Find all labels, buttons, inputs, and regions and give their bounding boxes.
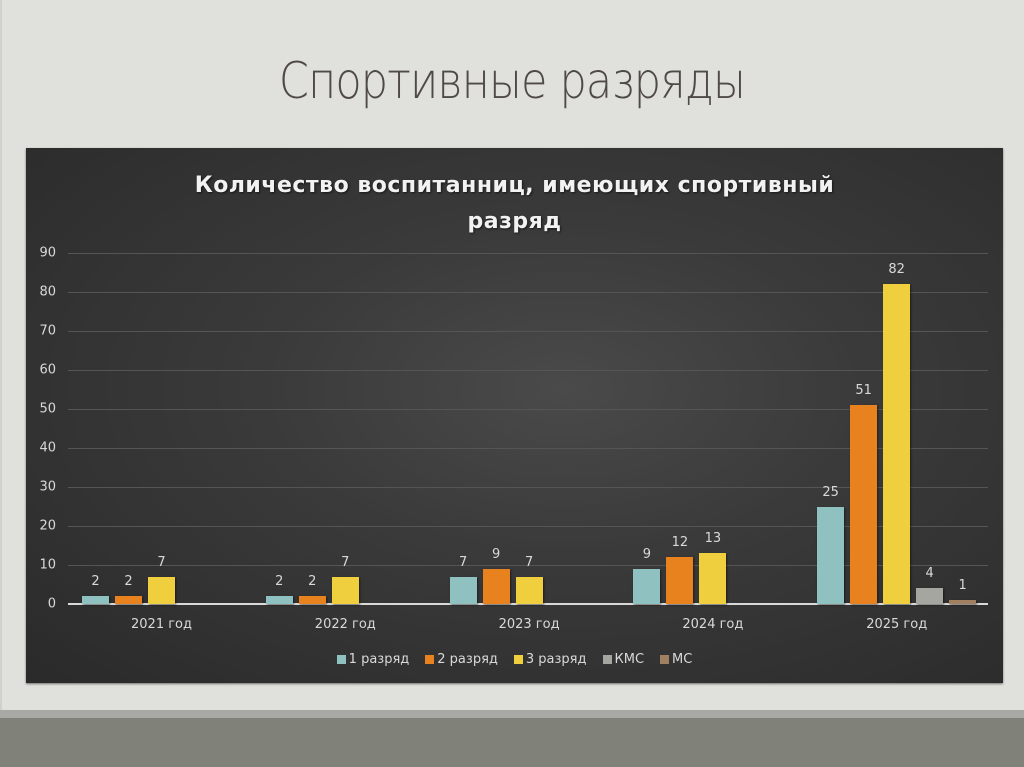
bar-2-разряд-2022-год [298,596,326,604]
legend-swatch-icon [336,655,346,664]
legend-label: 3 разряд [525,652,587,667]
y-axis-tick-label: 50 [39,401,56,417]
y-axis-tick-label: 10 [39,557,56,573]
data-label: 13 [704,531,722,547]
data-label: 2 [308,574,317,590]
legend-swatch-icon [660,655,670,664]
x-axis-category-label: 2022 год [314,617,376,632]
data-label: 2 [124,574,133,590]
y-axis-tick-label: 30 [39,479,56,495]
data-label: 51 [855,383,872,399]
gridline [68,370,988,371]
gridline [68,292,988,293]
bar-2-разряд-2025-год [850,405,878,604]
gridline [68,409,988,410]
bar-1-разряд-2022-год [265,596,293,604]
legend-label: КМС [614,652,645,667]
data-label: 7 [458,554,468,570]
data-label: 7 [524,554,534,570]
bar-chart: Количество воспитанниц, имеющих спортивн… [26,148,1003,683]
bar-3-разряд-2024-год [699,553,727,604]
data-label: 9 [491,546,501,562]
data-label: 4 [925,566,934,582]
gridline [68,448,988,449]
slide-edge [0,0,2,710]
data-label: 2 [91,574,100,590]
data-label: 7 [157,554,166,570]
footer-stripe [0,710,1024,718]
data-label: 82 [888,262,905,278]
x-axis-line [68,603,988,605]
y-axis-tick-label: 20 [39,518,56,534]
chart-title: Количество воспитанниц, имеющих спортивн… [26,168,1003,240]
y-axis-tick-label: 70 [39,323,56,339]
bar-1-разряд-2021-год [82,596,109,604]
data-label: 25 [822,484,839,500]
chart-legend: 1 разряд 2 разряд 3 разряд КМС МС [26,652,1003,667]
bar-МС-2025-год [949,600,977,604]
x-axis-category-label: 2023 год [498,617,560,632]
bar-3-разряд-2023-год [515,576,543,604]
gridline [68,565,988,566]
bar-1-разряд-2023-год [449,576,477,604]
bar-2-разряд-2021-год [115,596,142,604]
legend-item: 3 разряд [513,652,587,667]
data-label: 1 [958,578,967,594]
gridline [68,487,988,488]
bar-2-разряд-2023-год [482,568,510,604]
legend-item: 2 разряд [425,652,498,667]
data-label: 9 [642,546,652,562]
y-axis-tick-label: 40 [39,440,56,456]
chart-title-line-1: Количество воспитанниц, имеющих спортивн… [194,173,835,198]
footer-band [0,718,1024,767]
bar-3-разряд-2022-год [331,576,359,604]
bar-1-разряд-2025-год [817,506,845,604]
data-label: 12 [671,535,689,551]
legend-item: КМС [602,652,645,667]
x-axis-category-label: 2025 год [866,617,928,632]
y-axis-tick-label: 80 [39,284,56,300]
bar-1-разряд-2024-год [633,568,661,604]
bar-3-разряд-2025-год [883,284,911,604]
legend-label: 1 разряд [348,652,410,667]
bar-3-разряд-2021-год [148,576,175,604]
legend-label: 2 разряд [437,652,498,667]
y-axis-tick-label: 60 [39,362,56,378]
legend-label: МС [672,652,693,667]
legend-swatch-icon [513,655,523,664]
legend-item: МС [660,652,692,667]
legend-swatch-icon [602,655,612,664]
gridline [68,253,988,254]
gridline [68,526,988,527]
gridline [68,331,988,332]
x-axis-category-label: 2024 год [682,617,744,632]
y-axis-tick-label: 0 [47,596,56,612]
legend-item: 1 разряд [336,652,410,667]
x-axis-category-label: 2021 год [131,617,192,632]
bar-2-разряд-2024-год [666,557,694,604]
y-axis-tick-label: 90 [39,245,56,261]
chart-title-line-2: разряд [467,209,562,234]
data-label: 2 [275,574,284,590]
slide-title: Спортивные разряды [278,52,746,110]
legend-swatch-icon [425,655,435,664]
data-label: 7 [341,554,350,570]
bar-КМС-2025-год [916,588,944,604]
